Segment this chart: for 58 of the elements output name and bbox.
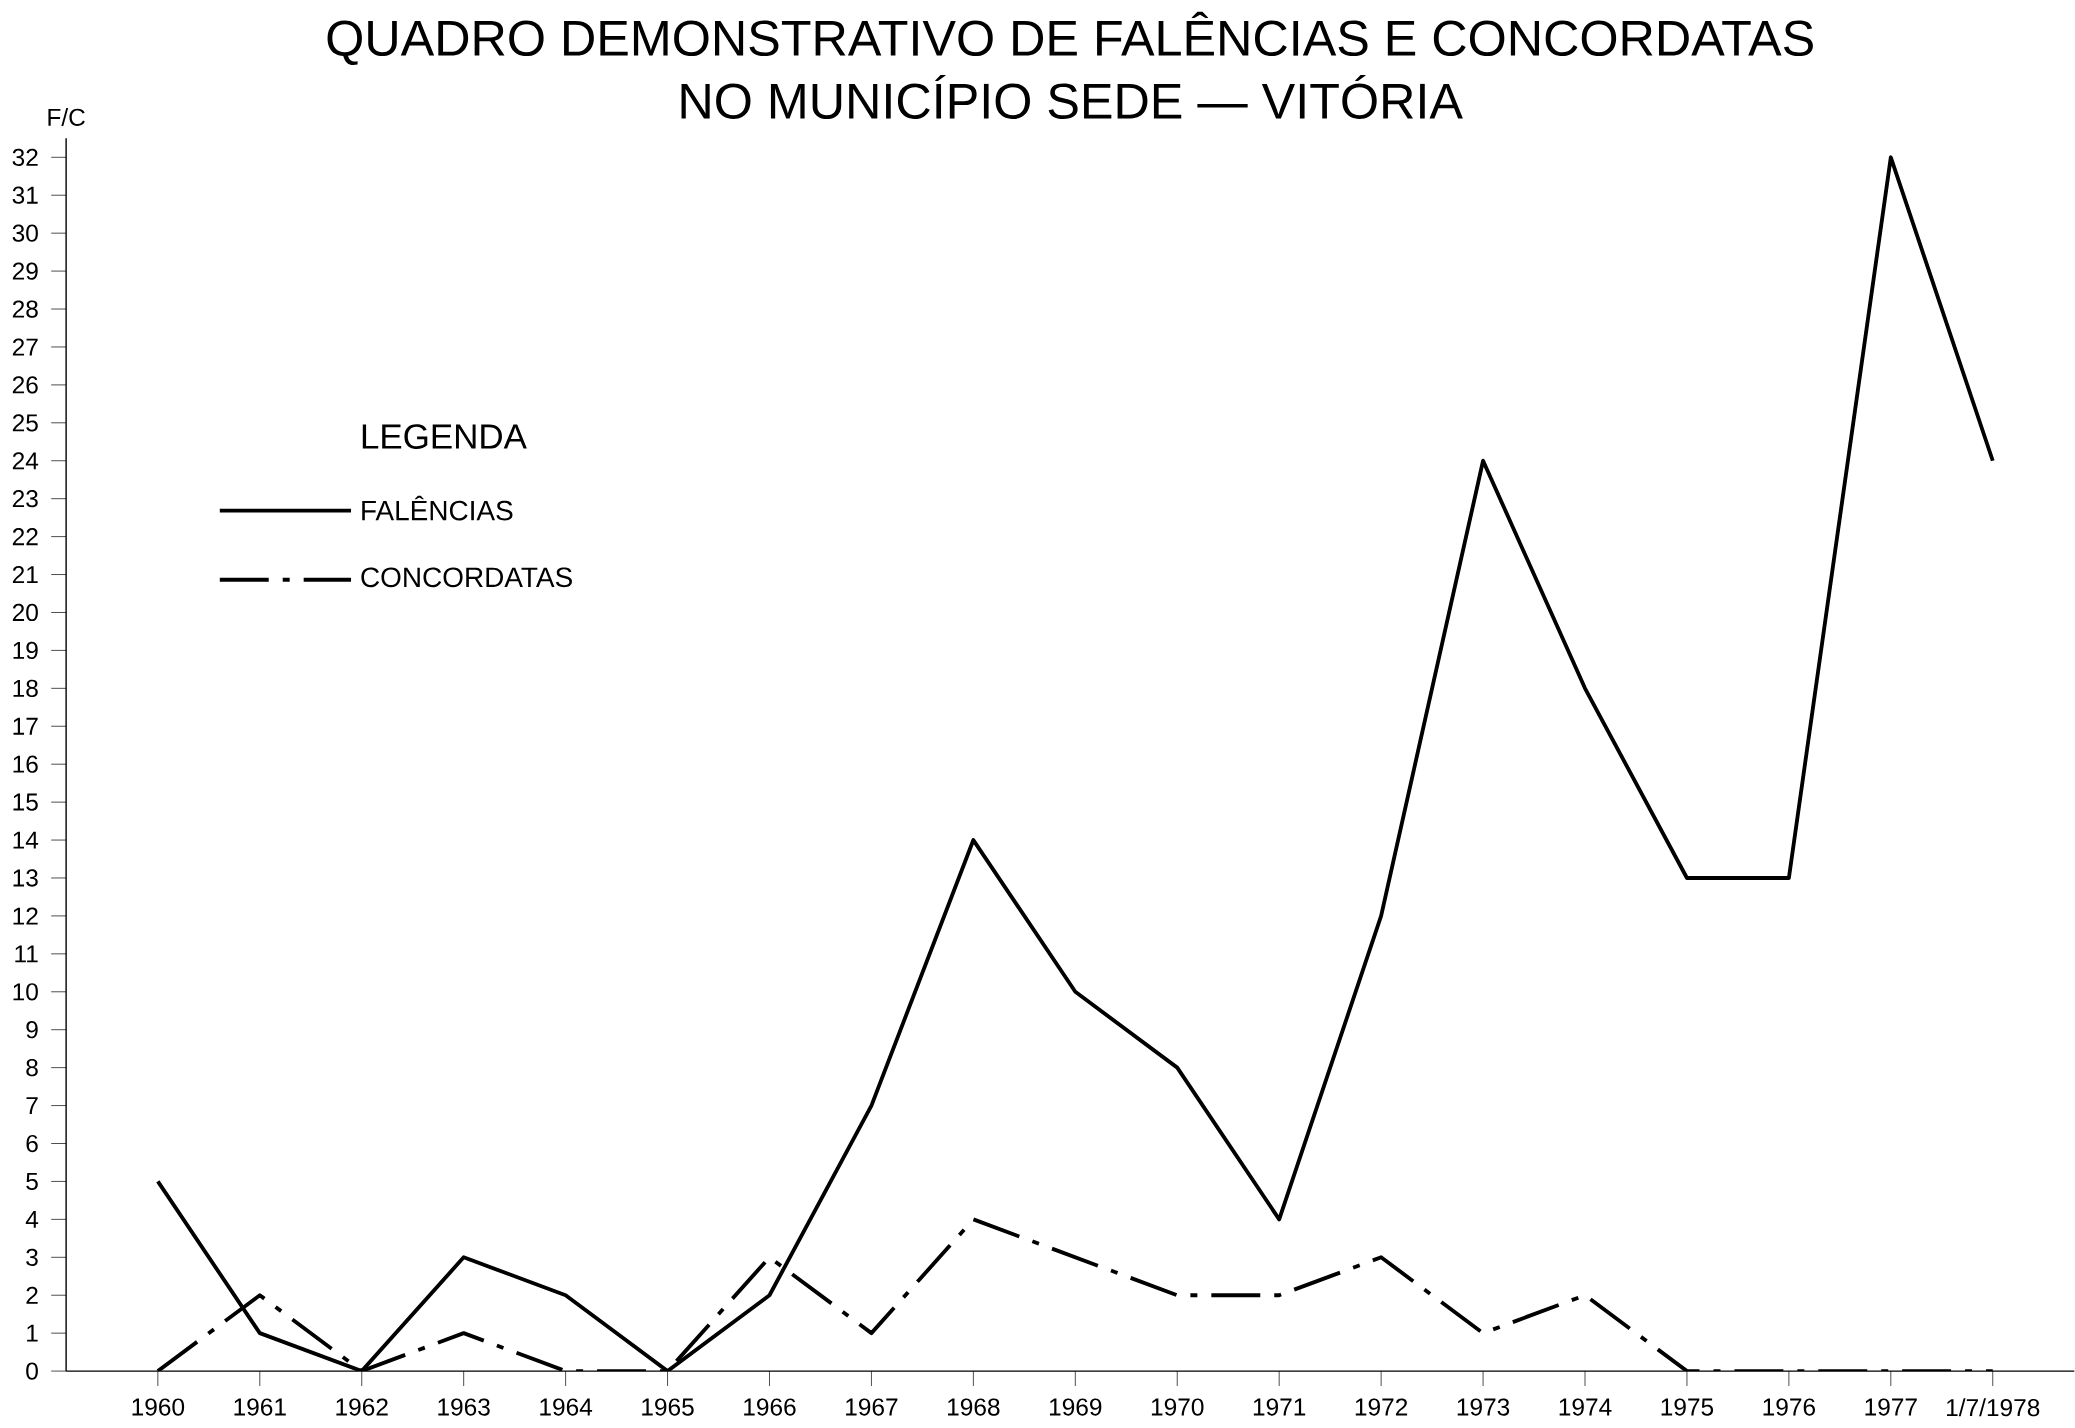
y-tick-label: 26 (12, 376, 38, 394)
y-tick-label: 12 (13, 907, 38, 925)
x-tick-label: 1975 (1661, 1398, 1714, 1416)
x-tick-label: 1962 (336, 1398, 388, 1416)
x-tick-label: 1972 (1355, 1398, 1408, 1416)
x-tick-label: 1960 (132, 1398, 185, 1416)
y-tick-label: 13 (13, 869, 38, 887)
y-tick-label: 17 (13, 717, 38, 735)
x-tick-label: 1974 (1559, 1398, 1612, 1416)
x-tick-label: 1977 (1865, 1398, 1917, 1416)
y-tick-label: 25 (12, 414, 38, 432)
x-tick-label: 1961 (234, 1398, 286, 1416)
x-tick-label: 1973 (1457, 1398, 1510, 1416)
y-tick-label: 6 (26, 1134, 38, 1153)
y-tick-label: 31 (12, 186, 38, 204)
y-tick-label: 23 (12, 490, 38, 508)
y-tick-label: 24 (12, 452, 39, 470)
y-tick-label: 29 (12, 262, 38, 280)
legend-label: FALÊNCIAS (362, 495, 513, 521)
y-tick-label: 16 (13, 755, 38, 773)
x-tick-label: 1/7/1978 (1947, 1398, 2040, 1417)
y-tick-label: 2 (26, 1286, 38, 1304)
y-axis-title: F/C (48, 108, 85, 126)
y-tick-label: 10 (13, 983, 38, 1001)
y-tick-label: 3 (26, 1248, 38, 1266)
x-tick-label: 1969 (1049, 1398, 1102, 1416)
y-tick-label: 32 (12, 148, 38, 166)
x-tick-label: 1966 (744, 1398, 796, 1416)
x-tick-label: 1971 (1253, 1398, 1306, 1416)
legend-label: CONCORDATAS (361, 567, 572, 588)
x-tick-label: 1965 (642, 1398, 694, 1416)
y-tick-label: 7 (26, 1097, 38, 1114)
y-tick-label: 15 (13, 793, 38, 811)
x-tick-label: 1970 (1151, 1398, 1204, 1416)
x-tick-label: 1967 (846, 1398, 898, 1416)
y-tick-label: 27 (12, 338, 38, 356)
x-tick-label: 1968 (948, 1398, 1000, 1416)
x-tick-label: 1976 (1763, 1398, 1815, 1416)
y-tick-label: 28 (12, 300, 38, 318)
y-tick-label: 20 (12, 603, 38, 622)
chart-subtitle: NO MUNICÍPIO SEDE — VITÓRIA (681, 74, 1463, 120)
chart-title: QUADRO DEMONSTRATIVO DE FALÊNCIAS E CONCORDATAS (327, 11, 1813, 66)
y-tick-label: 19 (13, 641, 38, 660)
y-tick-label: 5 (26, 1172, 38, 1190)
y-tick-label: 1 (27, 1324, 38, 1342)
y-tick-label: 0 (26, 1362, 38, 1380)
y-tick-label: 30 (12, 224, 38, 242)
x-tick-label: 1964 (540, 1398, 593, 1416)
y-tick-label: 21 (12, 566, 38, 584)
legend-title: LEGENDA (362, 424, 527, 449)
y-tick-label: 14 (13, 831, 39, 849)
y-tick-label: 11 (15, 945, 38, 963)
y-tick-label: 22 (12, 528, 38, 546)
y-tick-label: 4 (25, 1210, 39, 1228)
y-tick-label: 8 (26, 1059, 38, 1077)
y-tick-label: 9 (26, 1021, 38, 1039)
x-tick-label: 1963 (438, 1398, 490, 1416)
y-tick-label: 18 (13, 679, 38, 697)
